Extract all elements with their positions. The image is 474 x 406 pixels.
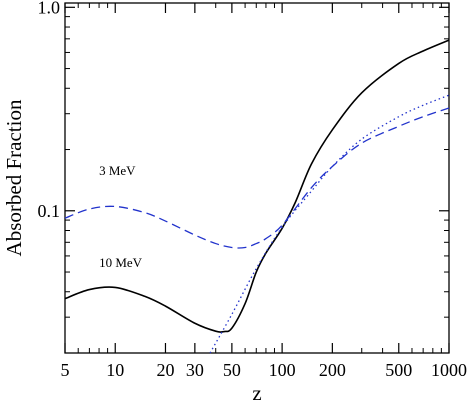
x-tick-label: 10: [106, 360, 124, 380]
annotation-label: 3 MeV: [99, 163, 136, 178]
annotation-label: 10 MeV: [99, 255, 143, 270]
x-tick-label: 100: [269, 360, 296, 380]
series-line-dotted: [209, 94, 450, 354]
annotations: 3 MeV 10 MeV: [99, 163, 143, 270]
tick-labels: 5 10 20 30 50 100 200 500 1000 0.1 1.0: [38, 0, 468, 380]
axis-ticks: [64, 3, 450, 354]
x-tick-label: 50: [223, 360, 241, 380]
y-tick-label: 1.0: [38, 0, 61, 17]
x-tick-label: 5: [61, 360, 70, 380]
series-line-solid: [64, 39, 450, 333]
x-tick-label: 30: [186, 360, 204, 380]
series-line-dashed: [64, 107, 450, 249]
x-tick-label: 1000: [431, 360, 467, 380]
x-tick-label: 500: [385, 360, 412, 380]
y-tick-label: 0.1: [38, 201, 61, 221]
x-tick-label: 200: [319, 360, 346, 380]
plot-frame: [64, 2, 450, 354]
y-axis-title: Absorbed Fraction: [2, 99, 26, 256]
x-tick-label: 20: [156, 360, 174, 380]
x-axis-title: z: [252, 381, 261, 405]
series-layer: [64, 39, 450, 354]
